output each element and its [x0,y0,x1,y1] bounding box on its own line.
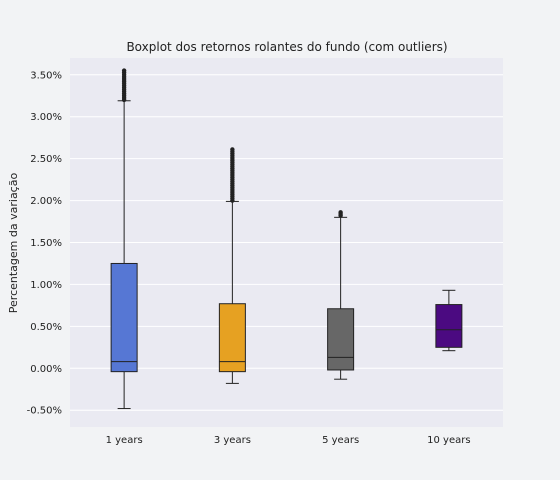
y-axis-label: Percentagem da variação [7,173,20,314]
x-tick-label: 3 years [214,435,251,446]
y-tick-label: 0.00% [30,364,62,375]
chart-title: Boxplot dos retornos rolantes do fundo (… [126,40,447,54]
outlier-point [338,210,343,215]
y-tick-label: 0.50% [30,322,62,333]
y-tick-label: 1.50% [30,238,62,249]
boxes [110,68,463,410]
box-1 [218,147,246,384]
box-0 [110,68,138,410]
x-tick-labels: 1 years 3 years 5 years 10 years [106,435,471,446]
box-3 [435,289,463,352]
y-tick-label: 3.50% [30,70,62,81]
outlier-point [230,147,235,152]
x-tick-label: 1 years [106,435,143,446]
box-rect [435,304,463,348]
box-rect [110,262,138,373]
x-tick-label: 5 years [322,435,359,446]
x-tick-label: 10 years [427,435,470,446]
box-2 [327,210,355,380]
box-rect [218,303,246,373]
y-tick-label: 1.00% [30,280,62,291]
y-tick-label: 2.00% [30,196,62,207]
outlier-point [121,68,127,73]
box-rect [327,308,355,371]
y-tick-label: 2.50% [30,154,62,165]
y-tick-label: -0.50% [27,406,62,417]
y-tick-label: 3.00% [30,112,62,123]
grid-lines [70,74,503,411]
y-tick-labels: -0.50% 0.00% 0.50% 1.00% 1.50% 2.00% 2.50% 3.00… [27,70,62,416]
